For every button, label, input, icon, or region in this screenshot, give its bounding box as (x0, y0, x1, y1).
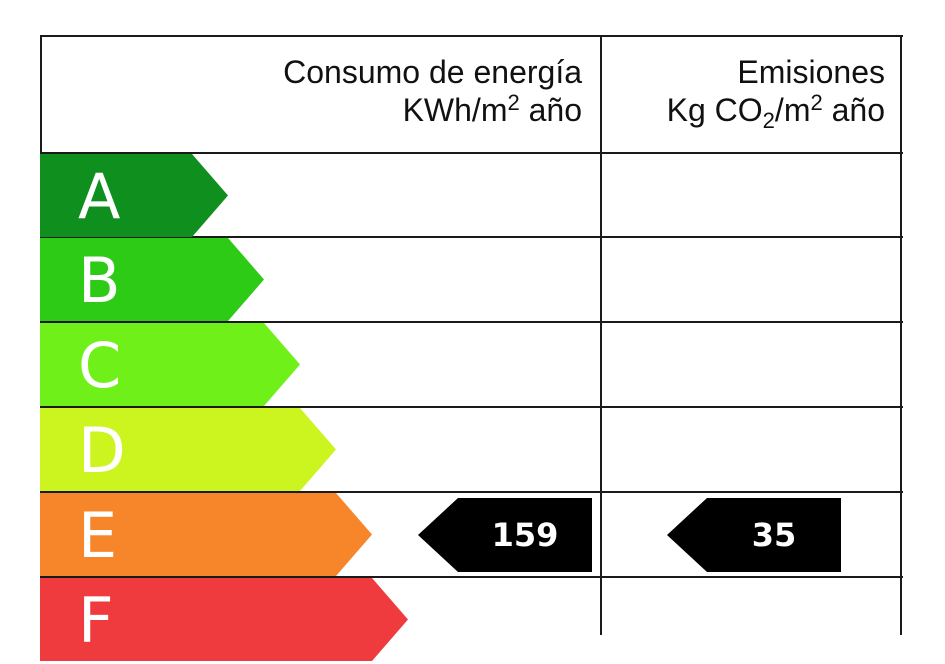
band-arrow (40, 493, 372, 576)
pointer-arrow-shape (667, 498, 841, 572)
row-divider (40, 491, 903, 493)
band-c: C (40, 323, 300, 406)
consumption-pointer: 159 (418, 498, 592, 572)
band-arrow-shape (40, 154, 228, 237)
band-b: B (40, 238, 264, 321)
band-letter: D (78, 414, 126, 487)
row-divider (40, 236, 903, 238)
band-arrow (40, 238, 264, 321)
emissions-pointer: 35 (667, 498, 841, 572)
band-arrow (40, 323, 300, 406)
band-arrow-shape (40, 493, 372, 576)
band-letter: A (78, 160, 121, 233)
band-f: F (40, 578, 408, 661)
table-border-top (40, 35, 903, 37)
band-arrow (40, 408, 336, 491)
emissions-unit: Kg CO2/m2 año (666, 90, 885, 133)
emissions-value: 35 (751, 516, 797, 554)
band-arrow-shape (40, 323, 300, 406)
column-divider (600, 35, 602, 635)
emissions-header: Emisiones Kg CO2/m2 año (604, 53, 885, 133)
band-d: D (40, 408, 336, 491)
band-e: E (40, 493, 372, 576)
emissions-title: Emisiones (737, 54, 885, 90)
band-letter: E (78, 499, 118, 572)
band-arrow-shape (40, 238, 264, 321)
row-divider (40, 576, 903, 578)
consumption-header: Consumo de energía KWh/m2 año (44, 53, 582, 129)
row-divider (40, 321, 903, 323)
consumption-value: 159 (491, 516, 559, 554)
pointer-arrow-shape (418, 498, 592, 572)
band-a: A (40, 154, 228, 237)
row-divider (40, 406, 903, 408)
band-letter: F (78, 584, 114, 657)
consumption-title: Consumo de energía (283, 54, 582, 90)
band-arrow (40, 154, 228, 237)
consumption-unit: KWh/m2 año (402, 90, 582, 129)
band-letter: B (78, 244, 121, 317)
band-arrow-shape (40, 408, 336, 491)
band-letter: C (78, 329, 122, 402)
row-divider (40, 152, 903, 154)
table-border-right (900, 35, 902, 635)
